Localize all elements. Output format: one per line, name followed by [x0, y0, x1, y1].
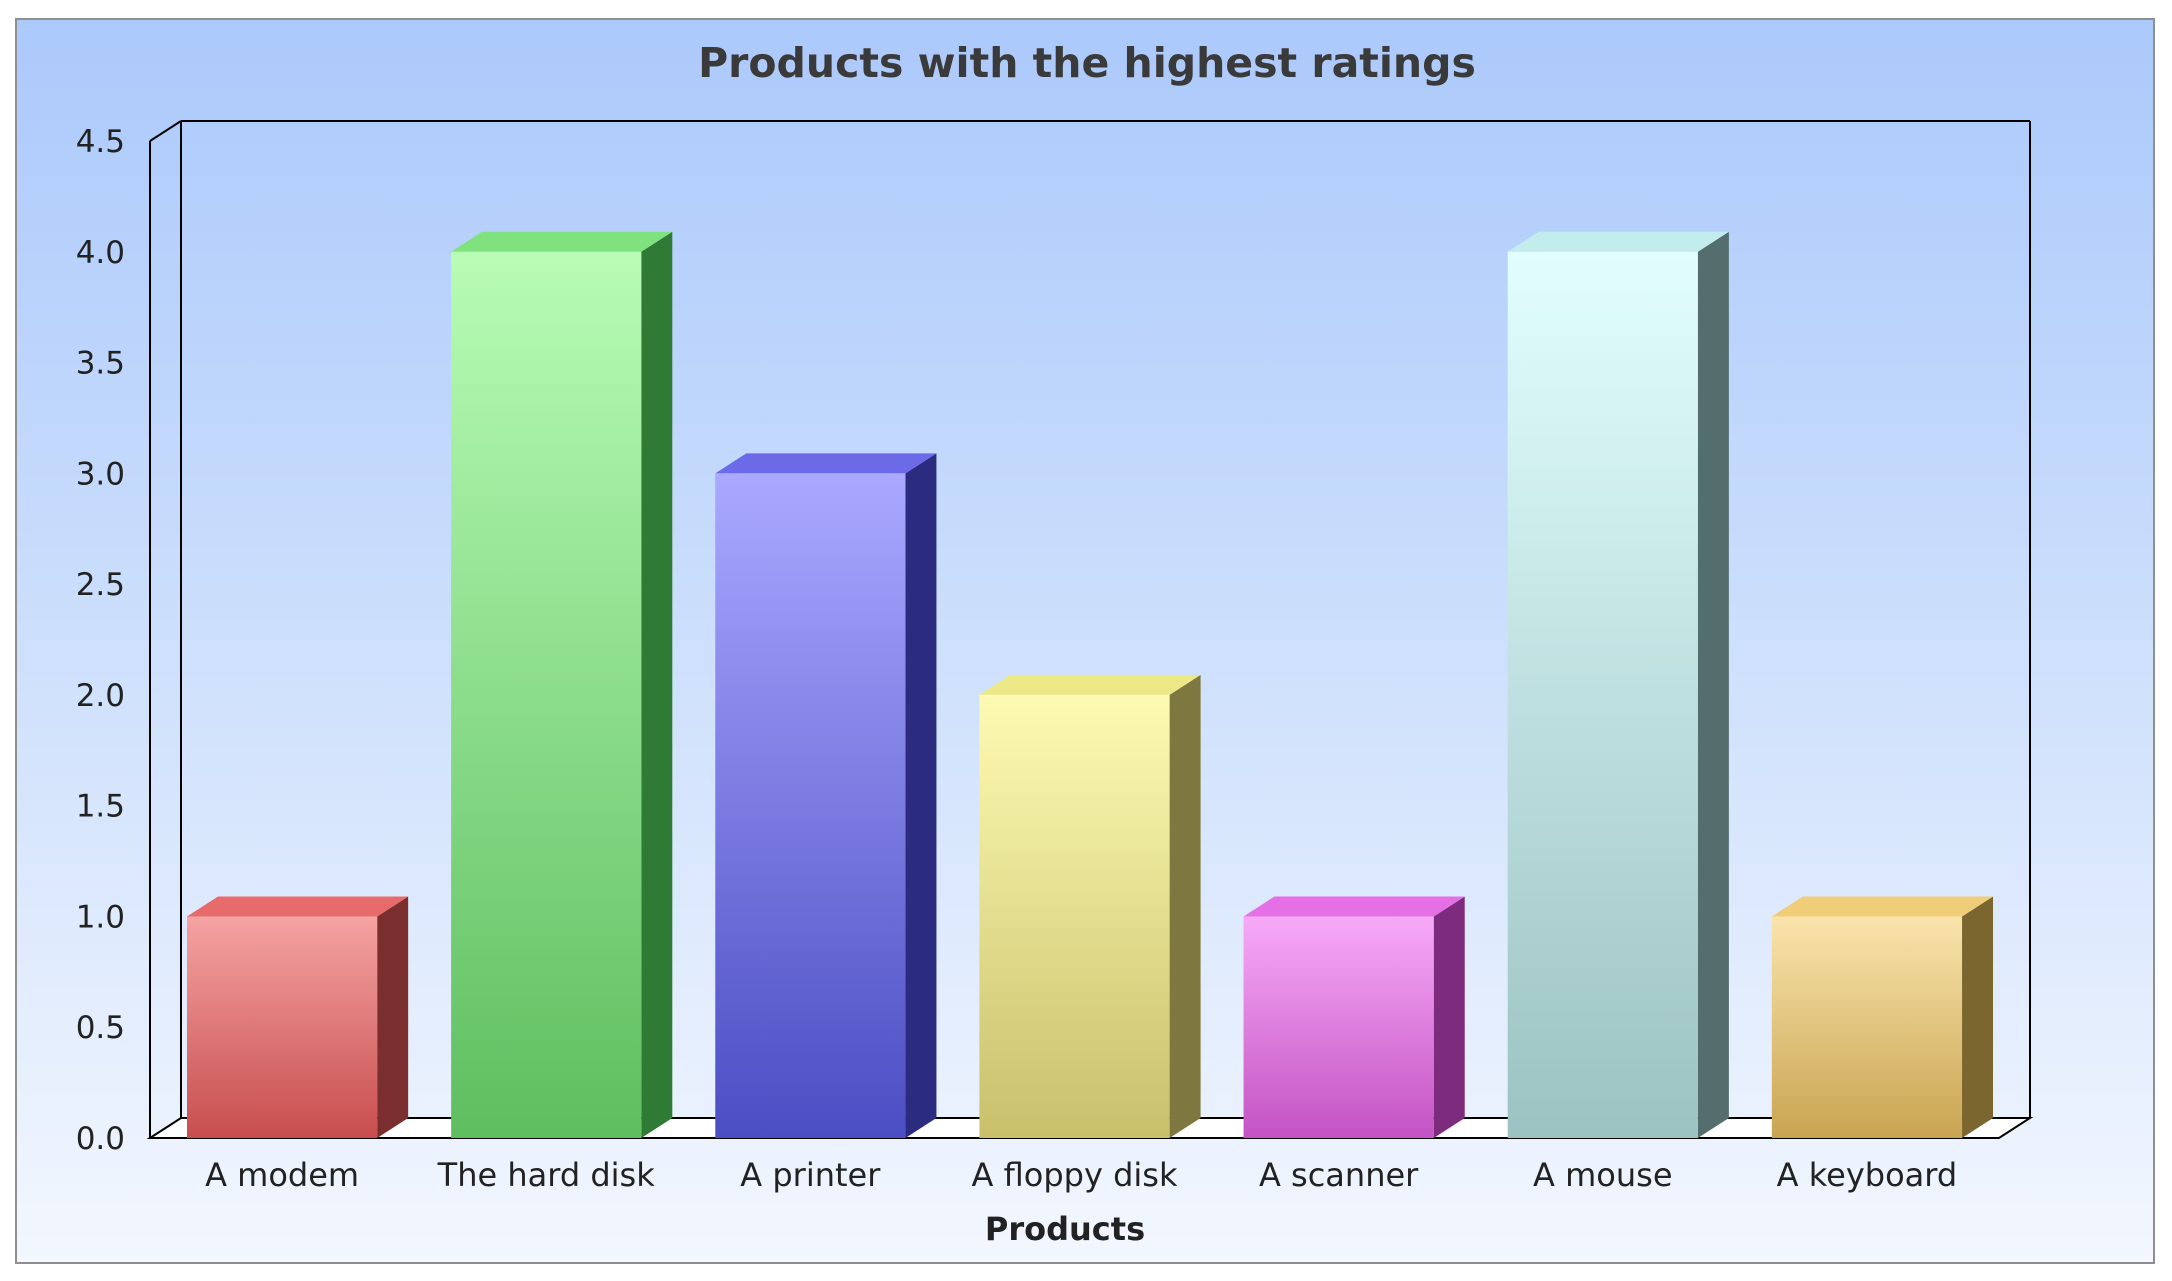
bar-side [905, 453, 937, 1138]
y-axis-ticks: 0.0 0.5 1.0 1.5 2.0 2.5 3.0 3.5 4.0 4.5 [76, 124, 125, 1157]
bar-4 [1243, 896, 1465, 1138]
x-tick-label: A floppy disk [972, 1156, 1178, 1194]
x-tick-label: A keyboard [1777, 1156, 1957, 1194]
y-tick-label: 2.0 [76, 678, 125, 714]
x-axis-labels: A modem The hard disk A printer A floppy di… [205, 1156, 1957, 1194]
plot-top-slant [149, 120, 182, 142]
bar-side [1433, 896, 1465, 1138]
bar-top [1243, 896, 1465, 917]
bars [186, 231, 1994, 1138]
y-tick-label: 0.0 [76, 1121, 125, 1157]
bar-front [979, 694, 1170, 1138]
x-axis-title: Products [985, 1210, 1145, 1248]
y-tick-label: 4.0 [76, 235, 125, 271]
bar-side [1169, 674, 1201, 1138]
bar-1 [451, 231, 673, 1138]
bar-front [715, 473, 906, 1138]
bar-front [186, 916, 378, 1138]
bar-5 [1507, 231, 1729, 1138]
bar-2 [715, 453, 937, 1138]
y-tick-label: 4.5 [76, 124, 125, 160]
bar-top [186, 896, 409, 917]
bar-3 [979, 674, 1201, 1138]
bar-front [1771, 916, 1963, 1138]
chart-title: Products with the highest ratings [698, 39, 1476, 87]
bar-side [641, 231, 673, 1138]
bar-top [1507, 231, 1729, 252]
bar-top [1771, 896, 1994, 917]
x-tick-label: A scanner [1259, 1156, 1419, 1194]
bar-front [1507, 251, 1698, 1138]
x-tick-label: The hard disk [437, 1156, 656, 1194]
bar-side [1697, 231, 1729, 1138]
x-tick-label: A mouse [1533, 1156, 1672, 1194]
bar-6 [1771, 896, 1994, 1138]
y-tick-label: 3.0 [76, 456, 125, 492]
x-tick-label: A printer [740, 1156, 881, 1194]
bar-0 [186, 896, 409, 1138]
bar-chart: Products with the highest ratings 0.0 0.5… [76, 39, 2034, 1248]
y-tick-label: 1.0 [76, 899, 125, 935]
y-tick-label: 0.5 [76, 1010, 125, 1046]
bar-side [377, 896, 409, 1138]
y-tick-label: 2.5 [76, 567, 125, 603]
y-tick-label: 3.5 [76, 346, 125, 382]
bar-front [451, 251, 642, 1138]
x-tick-label: A modem [205, 1156, 359, 1194]
y-tick-label: 1.5 [76, 789, 125, 825]
bar-side [1962, 896, 1994, 1138]
bar-front [1243, 916, 1434, 1138]
bar-top [979, 674, 1201, 695]
chart-frame: Products with the highest ratings 0.0 0.5… [15, 18, 2155, 1264]
bar-top [451, 231, 673, 252]
bar-top [715, 453, 937, 474]
